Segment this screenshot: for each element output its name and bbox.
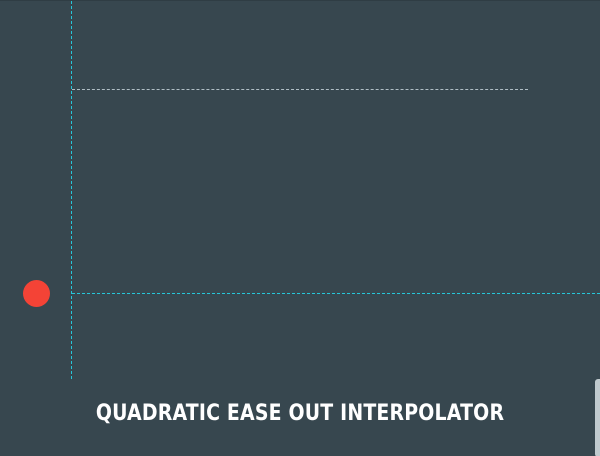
time-axis-line <box>71 1 72 379</box>
interpolator-title: QUADRATIC EASE OUT INTERPOLATOR <box>95 401 505 426</box>
end-value-line <box>72 89 528 90</box>
scrollbar-thumb[interactable] <box>595 379 600 456</box>
animated-dot[interactable] <box>23 280 50 307</box>
start-value-line <box>72 293 600 294</box>
